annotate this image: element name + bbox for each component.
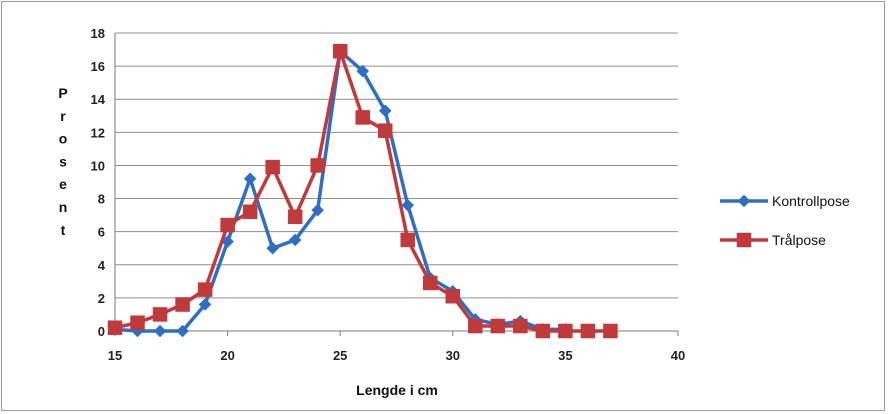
legend-marker — [736, 232, 752, 248]
series-layer — [107, 43, 618, 339]
x-tick-label: 35 — [558, 348, 572, 363]
data-point — [175, 297, 190, 312]
data-point — [311, 203, 325, 217]
y-tick-label: 8 — [98, 192, 105, 207]
legend: Kontrollpose Trålpose — [720, 193, 850, 248]
data-point — [243, 172, 257, 186]
data-point — [558, 323, 573, 339]
data-point — [176, 324, 189, 338]
data-point — [355, 110, 370, 125]
y-tick-label: 6 — [98, 225, 105, 240]
y-axis-title-letter: n — [59, 199, 68, 215]
y-axis-title-letter: o — [59, 131, 68, 147]
legend-item: Kontrollpose — [720, 193, 850, 209]
y-tick-label: 16 — [91, 59, 105, 74]
data-point — [130, 315, 145, 330]
data-point — [580, 323, 596, 339]
data-point — [198, 298, 212, 311]
data-point — [152, 307, 168, 322]
legend-label: Kontrollpose — [772, 193, 850, 209]
series-line — [114, 49, 566, 333]
y-axis-title-letter: P — [58, 85, 67, 101]
data-point — [153, 324, 167, 338]
data-point — [287, 209, 303, 225]
data-point — [468, 318, 483, 334]
y-tick-label: 2 — [98, 291, 105, 306]
data-point — [310, 158, 325, 173]
legend-label: Trålpose — [772, 232, 826, 248]
data-point — [377, 123, 393, 138]
y-tick-label: 10 — [91, 158, 105, 173]
x-tick-label: 40 — [671, 348, 685, 363]
y-axis-title-letter: e — [59, 176, 67, 192]
y-axis-title-letter: r — [60, 108, 66, 124]
data-point — [535, 323, 551, 339]
x-tick-label: 15 — [108, 348, 122, 363]
y-tick-label: 0 — [98, 324, 105, 339]
x-axis-title: Lengde i cm — [356, 382, 438, 398]
data-point — [242, 204, 258, 220]
data-point — [332, 43, 348, 59]
series-line — [114, 49, 611, 333]
x-tick-label: 25 — [333, 348, 347, 363]
x-tick-label: 20 — [220, 348, 234, 363]
data-point — [401, 198, 415, 212]
data-point — [107, 320, 123, 335]
data-point — [356, 64, 370, 78]
data-point — [445, 288, 461, 304]
data-point — [265, 159, 280, 175]
series-trålpose — [107, 43, 618, 339]
legend-item: Trålpose — [720, 232, 826, 248]
y-tick-label: 14 — [91, 92, 106, 107]
y-tick-label: 12 — [91, 125, 105, 140]
data-point — [288, 233, 302, 247]
data-point — [220, 217, 235, 233]
y-tick-label: 18 — [91, 26, 105, 41]
x-tick-label: 30 — [446, 348, 460, 363]
data-point — [423, 275, 438, 291]
legend-marker — [737, 194, 751, 208]
y-tick-label: 4 — [98, 258, 106, 273]
series-kontrollpose — [108, 44, 572, 338]
y-axis-title-letter: t — [61, 222, 66, 238]
data-point — [266, 241, 279, 255]
axes: 0 2 4 6 8 10 12 14 16 18 15 20 25 30 35 40 — [91, 26, 686, 363]
data-point — [378, 104, 392, 118]
data-point — [400, 232, 416, 248]
data-point — [513, 318, 528, 334]
data-point — [490, 318, 506, 334]
data-point — [603, 323, 618, 339]
data-point — [197, 282, 213, 297]
y-axis-title-letter: s — [59, 153, 67, 169]
